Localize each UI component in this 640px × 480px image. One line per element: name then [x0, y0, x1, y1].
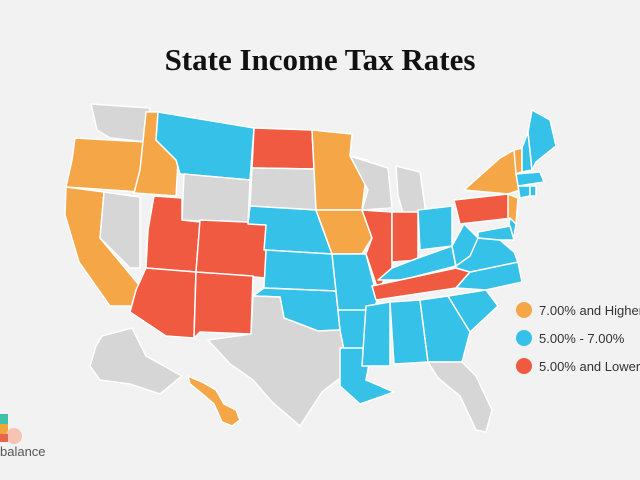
legend-label-high: 7.00% and Higher — [539, 302, 640, 318]
state-tx — [207, 295, 349, 427]
brand-logo — [0, 414, 60, 480]
legend-item-low: 5.00% and Lower — [516, 352, 640, 380]
state-co — [195, 219, 269, 279]
legend-swatch-mid — [516, 330, 532, 346]
brand-logo-text: balance — [0, 444, 46, 459]
state-ma — [515, 171, 545, 187]
state-vt — [513, 147, 523, 175]
state-ny — [463, 149, 521, 195]
state-oh — [417, 205, 453, 251]
states-layer — [64, 103, 557, 433]
state-nm — [193, 271, 254, 339]
state-hi — [187, 375, 241, 427]
state-nc — [455, 261, 523, 291]
state-ri — [529, 185, 537, 197]
state-nd — [251, 127, 315, 170]
legend-swatch-low — [516, 358, 532, 374]
state-sd — [249, 167, 317, 211]
brand-logo-mark-icon — [0, 414, 22, 444]
legend-item-high: 7.00% and Higher — [516, 296, 640, 324]
legend-item-mid: 5.00% - 7.00% — [516, 324, 640, 352]
state-sc — [447, 289, 499, 333]
state-md — [477, 225, 515, 241]
state-fl — [427, 361, 493, 433]
state-or — [65, 137, 147, 193]
state-ct — [517, 185, 531, 199]
state-mi — [395, 165, 427, 217]
state-nv — [99, 191, 141, 269]
map-title: State Income Tax Rates — [164, 42, 476, 77]
state-me — [527, 109, 557, 171]
state-ks — [263, 249, 337, 292]
state-ak — [89, 327, 183, 395]
state-wv — [451, 223, 479, 267]
legend-label-low: 5.00% and Lower — [539, 358, 640, 374]
state-wy — [181, 173, 251, 225]
state-ia — [315, 209, 373, 255]
legend: 7.00% and Higher 5.00% - 7.00% 5.00% and… — [516, 296, 640, 380]
state-az — [129, 267, 197, 339]
state-wa — [90, 103, 151, 143]
legend-label-mid: 5.00% - 7.00% — [539, 330, 625, 346]
legend-swatch-high — [516, 302, 532, 318]
state-ms — [361, 301, 391, 367]
state-pa — [453, 193, 513, 225]
state-in — [391, 211, 419, 263]
state-wi — [349, 155, 393, 211]
